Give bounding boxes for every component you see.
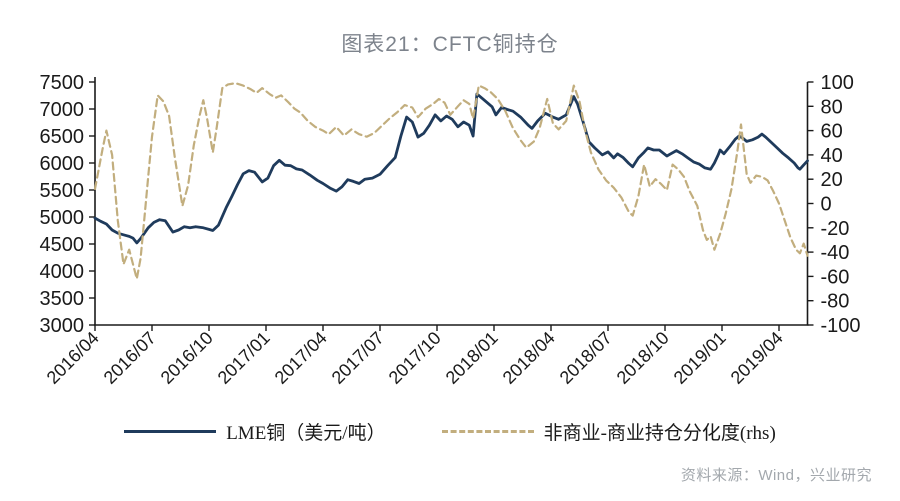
legend-item-lme: LME铜（美元/吨）: [124, 418, 386, 445]
lme-copper-line: [93, 92, 809, 245]
x-tick-label: 2018/07: [556, 328, 616, 388]
y-right-tick-label: -100: [821, 315, 861, 337]
chart-legend: LME铜（美元/吨） 非商业-商业持仓分化度(rhs): [0, 418, 900, 445]
y-left-tick-label: 5000: [40, 207, 85, 229]
legend-label-lme: LME铜（美元/吨）: [226, 423, 386, 444]
x-tick-label: 2018/01: [442, 328, 502, 388]
y-left-tick-label: 5500: [40, 180, 85, 202]
x-tick-label: 2016/10: [157, 328, 217, 388]
dashed-line-swatch-icon: [441, 430, 534, 433]
y-right-tick-label: 0: [821, 194, 832, 216]
x-tick-label: 2018/10: [613, 328, 673, 388]
y-right-tick-label: -40: [821, 242, 850, 264]
x-tick-label: 2017/01: [214, 328, 274, 388]
legend-label-divergence: 非商业-商业持仓分化度(rhs): [543, 423, 776, 444]
x-tick-label: 2018/04: [499, 328, 559, 388]
y-left-tick-label: 4500: [40, 234, 85, 256]
y-right-tick-label: 60: [821, 121, 843, 143]
legend-item-divergence: 非商业-商业持仓分化度(rhs): [441, 418, 776, 445]
y-right-tick-label: -20: [821, 218, 850, 240]
solid-line-swatch-icon: [124, 430, 217, 433]
data-source-note: 资料来源：Wind，兴业研究: [680, 467, 872, 484]
y-left-tick-label: 7000: [40, 99, 85, 121]
y-left-tick-label: 7500: [40, 72, 85, 94]
y-left-tick-label: 6500: [40, 126, 85, 148]
x-tick-label: 2017/04: [271, 328, 331, 388]
y-left-tick-label: 6000: [40, 153, 85, 175]
y-left-tick-label: 3500: [40, 288, 85, 310]
y-right-tick-label: 80: [821, 96, 843, 118]
y-right-tick-label: 100: [821, 72, 854, 94]
x-tick-label: 2016/07: [100, 328, 160, 388]
y-right-tick-label: 20: [821, 169, 843, 191]
x-tick-label: 2017/10: [385, 328, 445, 388]
x-tick-label: 2019/01: [670, 328, 730, 388]
y-left-tick-label: 4000: [40, 261, 85, 283]
y-right-tick-label: -80: [821, 291, 850, 313]
y-right-tick-label: -60: [821, 266, 850, 288]
y-left-tick-label: 3000: [40, 315, 85, 337]
x-tick-label: 2019/04: [727, 328, 787, 388]
y-right-tick-label: 40: [821, 145, 843, 167]
chart-title: 图表21：CFTC铜持仓: [341, 33, 559, 56]
divergence-line: [93, 82, 809, 280]
x-tick-label: 2017/07: [328, 328, 388, 388]
